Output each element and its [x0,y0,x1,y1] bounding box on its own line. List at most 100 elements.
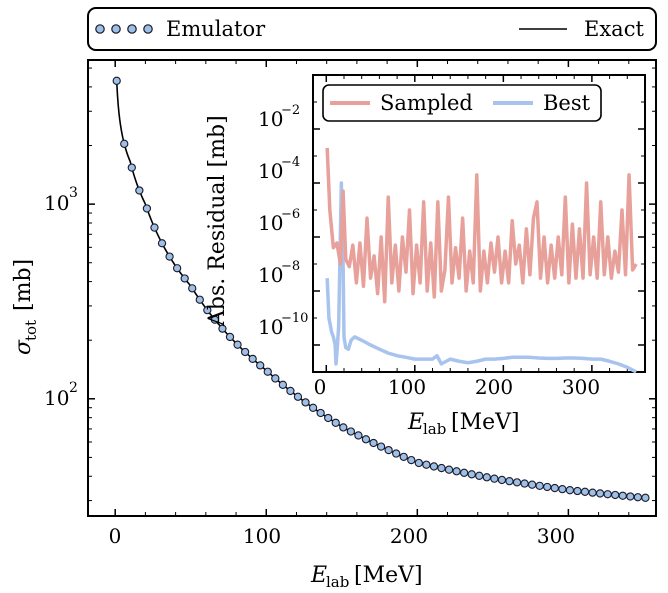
main-xtick-label-200: 200 [390,524,428,548]
emulator-point [293,392,303,401]
svg-text:10: 10 [44,191,69,215]
emulator-point [392,449,401,458]
emulator-point [580,487,590,496]
main-axis-ticks [88,60,656,516]
inset-legend-frame [322,84,602,122]
svg-text:[MeV]: [MeV] [354,563,423,588]
inset-ytick-label-1e-10: 10 −10 [258,311,308,339]
inset-legend-label-sampled: Sampled [380,91,473,115]
top-legend: Emulator Exact [87,7,657,51]
inset-ytick-label-1e-2: 10 −2 [258,103,300,131]
emulator-point [535,481,544,490]
emulator-point [459,468,469,477]
inset-xlabel: E lab [MeV] [407,410,520,438]
emulator-point [331,418,340,427]
legend-label-exact: Exact [584,17,644,41]
inset-xtick-label-200: 200 [475,375,513,399]
svg-text:10: 10 [258,211,283,235]
emulator-point [316,408,325,418]
emulator-point [240,347,250,357]
svg-text:10: 10 [44,386,69,410]
emulator-point [641,493,650,502]
emulator-point [263,367,272,376]
main-ytick-label-1000: 10 3 [44,185,78,215]
svg-text:−8: −8 [281,259,300,274]
emulator-point [512,478,522,487]
inset-xtick-label-300: 300 [562,375,600,399]
top-legend-frame [87,7,657,51]
inset-ytick-label-1e-8: 10 −8 [258,259,300,287]
emulator-point [203,305,212,315]
emulator-point [490,474,499,483]
emulator-point [271,374,280,383]
emulator-point [633,493,643,502]
emulator-point [588,488,597,497]
emulator-point [565,486,575,495]
inset-axis-ticks [313,74,645,373]
emulator-point [475,471,484,480]
emulator-point [444,465,454,474]
emulator-point [195,295,204,304]
emulator-point [135,186,144,195]
svg-text:tot: tot [22,320,40,341]
emulator-point [452,467,461,476]
inset-ytick-label-1e-4: 10 −4 [258,155,300,183]
emulator-point [414,458,423,468]
emulator-point [210,315,220,324]
svg-text:10: 10 [258,159,283,183]
main-plot-frame [87,59,657,517]
emulator-point [527,480,537,489]
emulator-point [354,431,363,440]
emulator-point [301,398,310,407]
svg-text:10: 10 [258,107,283,131]
emulator-point [339,423,348,432]
main-xtick-label-0: 0 [109,524,122,548]
svg-text:[mb]: [mb] [11,259,36,311]
emulator-point [437,463,446,473]
svg-text:−6: −6 [281,207,300,222]
emulator-point [497,475,507,485]
svg-text:[MeV]: [MeV] [451,410,520,435]
emulator-point [286,386,295,396]
svg-text:2: 2 [69,380,78,396]
inset-xtick-label-0: 0 [314,375,327,399]
emulator-point [172,264,182,273]
svg-text:E: E [310,563,327,588]
emulator-point [165,252,174,261]
emulator-point [248,354,257,364]
svg-text:10: 10 [258,315,283,339]
emulator-point [422,460,431,469]
emulator-point [346,427,356,436]
emulator-point [611,490,620,500]
emulator-point [218,324,227,333]
emulator-point [520,479,529,488]
svg-text:−4: −4 [281,155,300,170]
main-xlabel: E lab [MeV] [310,563,423,591]
main-xtick-label-100: 100 [243,524,281,548]
legend-label-emulator: Emulator [166,17,266,41]
main-ytick-label-100: 10 2 [44,380,78,410]
main-ylabel: σ tot [mb] [11,259,40,355]
emulator-point [603,490,612,499]
emulator-point [142,204,152,213]
legend-emulator-dot-2 [111,24,121,34]
emulator-point [384,445,393,455]
inset-ytick-label-1e-6: 10 −6 [258,207,300,235]
emulator-series-markers [112,76,650,502]
emulator-point [429,462,439,471]
emulator-point [573,486,582,496]
emulator-point [626,492,635,501]
inset-ylabel: Abs. Residual [mb] [205,115,230,327]
main-xtick-label-300: 300 [537,524,575,548]
emulator-point [369,438,378,448]
inset-xtick-label-100: 100 [388,375,426,399]
svg-text:lab: lab [423,420,446,438]
emulator-point [180,274,189,283]
emulator-point [150,223,159,232]
legend-emulator-dot-3 [127,24,137,34]
emulator-point [324,413,333,423]
legend-emulator-dot-4 [143,24,153,34]
emulator-point [558,484,567,494]
emulator-point [157,239,167,248]
